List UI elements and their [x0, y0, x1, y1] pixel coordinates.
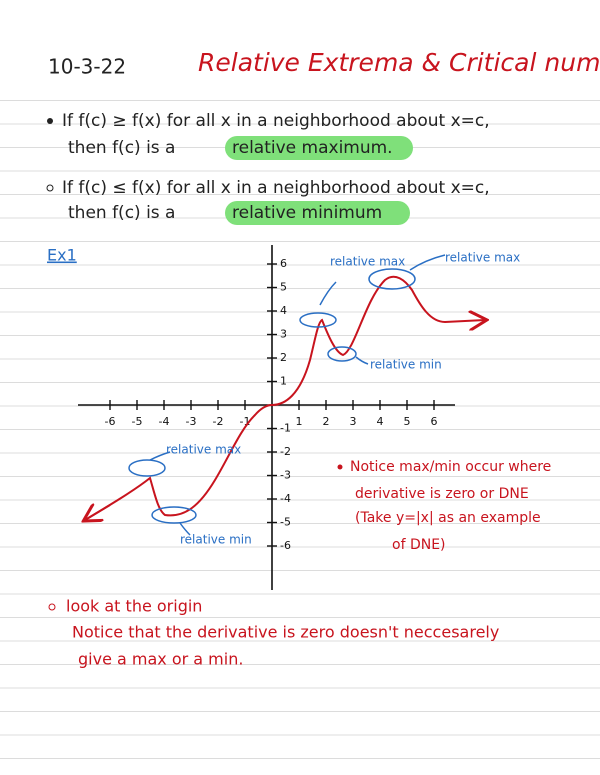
y-tick-label: 3	[280, 328, 287, 341]
x-tick-label: -3	[186, 415, 197, 428]
x-tick-label: -5	[132, 415, 143, 428]
y-tick-label: 4	[280, 304, 287, 317]
y-tick-label: -3	[280, 469, 291, 482]
y-tick-label: 5	[280, 281, 287, 294]
max-circle	[299, 312, 337, 328]
bullet	[46, 184, 54, 192]
x-tick-label: -2	[213, 415, 224, 428]
x-tick-label: 1	[296, 415, 303, 428]
definition-line: then f(c) is a	[68, 203, 175, 223]
pointer	[149, 254, 446, 536]
x-tick-label: 4	[377, 415, 384, 428]
bullet	[337, 464, 343, 470]
date: 10-3-22	[48, 55, 126, 79]
note-line: Notice max/min occur where	[350, 459, 551, 475]
footer-line: Notice that the derivative is zero doesn…	[72, 623, 499, 642]
title: Relative Extrema & Critical numbers	[198, 48, 600, 77]
y-tick-label: 6	[280, 257, 287, 270]
annotation: relative max	[330, 255, 405, 269]
annotation: relative max	[166, 443, 241, 457]
definition-line: If f(c) ≥ f(x) for all x in a neighborho…	[62, 111, 490, 131]
min-circle	[151, 506, 197, 524]
x-tick-label: -6	[105, 415, 116, 428]
example-label: Ex1	[47, 246, 77, 265]
annotation: relative max	[445, 251, 520, 265]
y-tick-label: -4	[280, 492, 291, 505]
curve-arrow	[85, 505, 111, 520]
footer-line: give a max or a min.	[78, 650, 243, 669]
highlight	[225, 136, 413, 160]
bullet	[48, 603, 56, 611]
x-tick-label: -4	[159, 415, 170, 428]
footer-line: look at the origin	[66, 597, 202, 616]
function-curve	[84, 275, 485, 521]
note-line: of DNE)	[392, 537, 446, 553]
definition-line: then f(c) is a	[68, 138, 175, 158]
x-tick-label: -1	[240, 415, 251, 428]
y-tick-label: -1	[280, 422, 291, 435]
x-tick-label: 3	[350, 415, 357, 428]
x-tick-label: 5	[404, 415, 411, 428]
annotation: relative min	[370, 358, 442, 372]
y-tick-label: -6	[280, 539, 291, 552]
y-tick-label: -5	[280, 516, 291, 529]
y-tick-label: -2	[280, 445, 291, 458]
y-tick-label: 2	[280, 351, 287, 364]
x-tick-label: 6	[431, 415, 438, 428]
y-tick-label: 1	[280, 375, 287, 388]
note-line: (Take y=|x| as an example	[355, 510, 541, 526]
x-tick-label: 2	[323, 415, 330, 428]
max-circle	[368, 268, 416, 290]
graph	[78, 245, 455, 590]
min-circle	[327, 346, 357, 362]
highlighted-term: relative minimum	[232, 203, 382, 223]
annotation: relative min	[180, 533, 252, 547]
highlight	[225, 201, 410, 225]
definition-line: If f(c) ≤ f(x) for all x in a neighborho…	[62, 178, 490, 198]
highlighted-term: relative maximum.	[232, 138, 393, 158]
note-line: derivative is zero or DNE	[355, 486, 529, 502]
bullet	[47, 118, 53, 124]
max-circle	[128, 459, 166, 477]
